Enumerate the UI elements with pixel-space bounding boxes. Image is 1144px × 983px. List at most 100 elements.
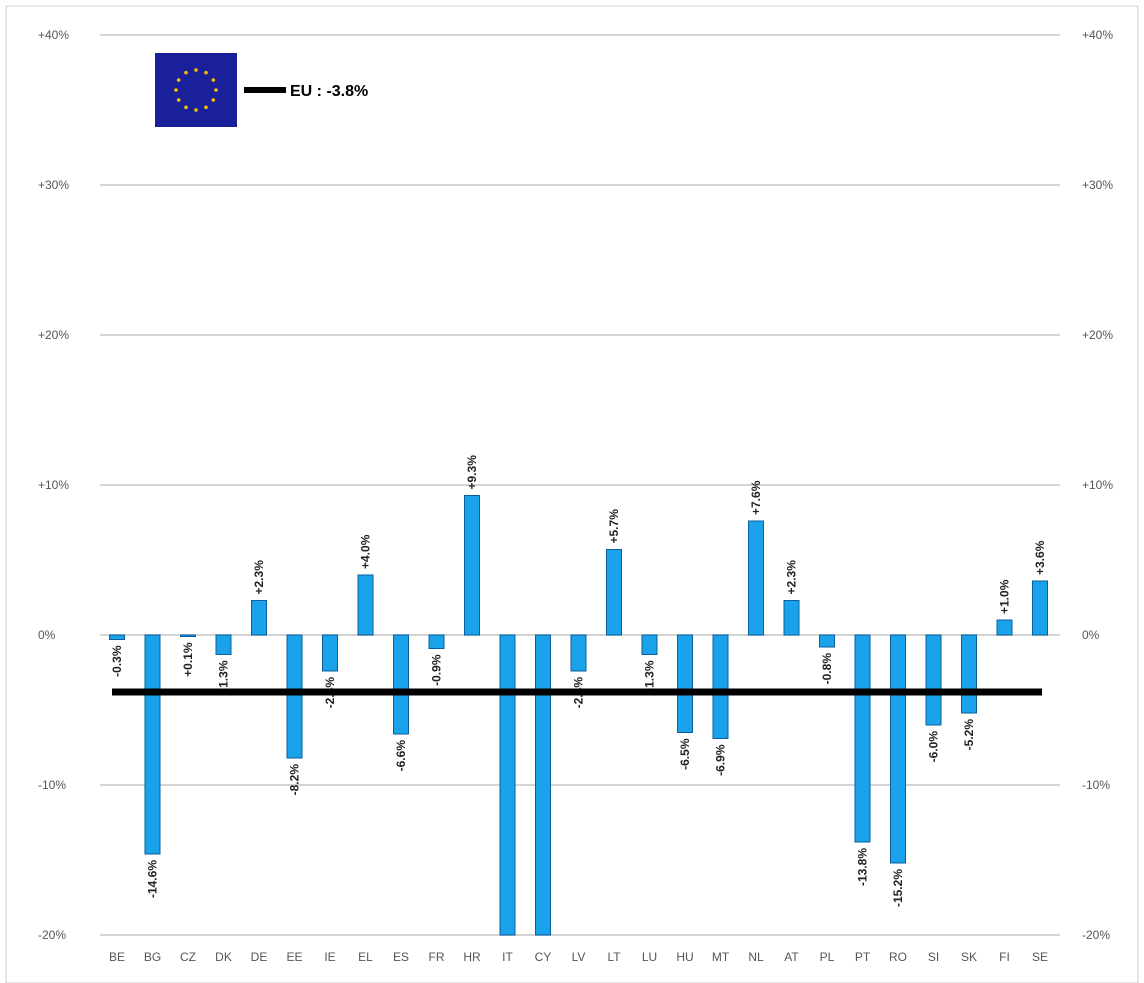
y-tick-label-right: 0% [1082,628,1100,642]
bar-ee [286,634,303,759]
data-label: +9.3% [465,455,479,490]
bar-lu [641,634,658,655]
x-tick-label: PT [855,950,871,964]
bar-sk [961,634,977,714]
bar-si [925,634,942,726]
x-tick-label: SI [928,950,939,964]
star [194,68,198,72]
y-tick-label-right: -20% [1082,928,1110,942]
bar-be [109,634,125,640]
legend-label: EU : -3.8% [290,83,368,100]
y-tick-label-left: +30% [38,178,69,192]
y-tick-label-left: -10% [38,778,66,792]
x-tick-label: FR [429,950,445,964]
data-label: -1.3% [643,660,657,692]
star [176,78,181,82]
data-label: +0.1% [181,642,195,677]
x-tick-label: EL [358,950,373,964]
bars [109,495,1048,936]
bar-nl [748,520,764,636]
bar-mt [712,634,729,739]
eu-stars-icon [174,68,218,112]
star [184,105,188,110]
y-tick-label-left: 0% [38,628,56,642]
x-tick-label: RO [889,950,907,964]
x-tick-label: CZ [180,950,196,964]
x-tick-label: HR [463,950,481,964]
bar-cz [180,634,196,637]
data-label: +4.0% [359,534,373,569]
x-tick-label: DK [215,950,232,964]
x-tick-label: SK [961,950,977,964]
data-label: +5.7% [607,509,621,544]
data-label: -6.5% [678,738,692,770]
star [174,88,178,92]
bar-de [251,600,267,636]
bar-at [783,600,800,636]
bar-se [1032,580,1048,636]
data-label: -13.8% [856,848,870,886]
data-labels: -0.3%-14.6%+0.1%-1.3%+2.3%-8.2%-2.4%+4.0… [110,455,1047,907]
x-tick-label: LU [642,950,657,964]
bar-hu [677,634,693,733]
bar-el [357,574,374,636]
eu-flag-icon [155,53,237,127]
y-tick-label-left: +10% [38,478,69,492]
star [211,78,216,82]
bar-fr [428,634,445,649]
data-label: -6.6% [394,740,408,772]
y-tick-label-right: +40% [1082,28,1113,42]
bar-ro [890,634,906,864]
y-tick-label-right: -10% [1082,778,1110,792]
star [204,70,208,75]
data-label: -1.3% [217,660,231,692]
bar-lv [570,634,587,672]
y-tick-label-right: +10% [1082,478,1113,492]
data-label: -14.6% [146,860,160,898]
data-label: -15.2% [891,869,905,907]
x-tick-label: DE [251,950,268,964]
bar-pt [854,634,871,843]
y-tick-label-left: +20% [38,328,69,342]
x-tick-label: BG [144,950,161,964]
x-tick-label: MT [712,950,730,964]
data-label: -0.3% [110,645,124,677]
star [176,98,181,102]
bar-ie [322,634,338,672]
bar-it [499,634,516,936]
x-tick-label: AT [784,950,799,964]
data-label: -8.2% [288,764,302,796]
x-tick-label: IT [502,950,513,964]
data-label: +2.3% [785,560,799,595]
x-axis-labels: BE BG CZ DK DE EE IE EL ES FR HR IT CY LV LT LU HU MT NL AT… [109,950,1048,964]
data-label: -6.0% [927,731,941,763]
data-label: -0.9% [430,654,444,686]
bar-hr [464,495,480,636]
bar-pl [819,634,835,648]
bar-bg [144,634,161,855]
data-label: -6.9% [714,744,728,776]
data-label: -0.8% [820,653,834,685]
y-tick-label-left: -20% [38,928,66,942]
data-label: +3.6% [1033,540,1047,575]
data-label: -5.2% [962,719,976,751]
star [194,108,198,112]
star [214,88,218,92]
y-tick-label-right: +20% [1082,328,1113,342]
star [184,70,188,75]
x-tick-label: EE [286,950,302,964]
data-label: +1.0% [998,579,1012,614]
x-tick-label: LT [607,950,621,964]
data-label: +2.3% [252,560,266,595]
x-tick-label: LV [572,950,586,964]
grid-lines: -20% -20% -10% -10% 0% 0% +10% +10% +20% +20% +30%… [38,28,1113,942]
chart-border [5,5,1139,983]
bar-es [393,634,409,735]
y-tick-label-left: +40% [38,28,69,42]
x-tick-label: PL [820,950,835,964]
x-tick-label: SE [1032,950,1048,964]
bar-dk [215,634,232,655]
x-tick-label: BE [109,950,125,964]
